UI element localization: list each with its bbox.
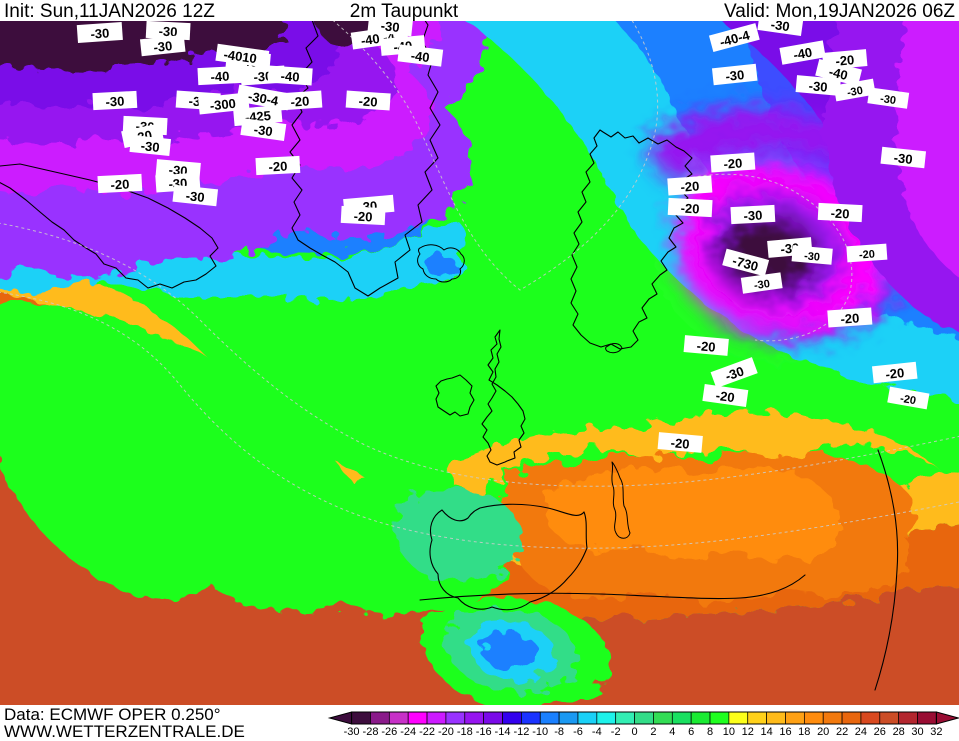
svg-text:-20: -20 [290, 93, 310, 109]
svg-text:-20: -20 [885, 365, 905, 382]
svg-text:-20: -20 [840, 310, 860, 326]
svg-text:26: 26 [874, 726, 886, 738]
svg-text:-16: -16 [476, 726, 492, 738]
svg-text:-2: -2 [611, 726, 621, 738]
svg-text:-20: -20 [715, 388, 736, 405]
svg-text:-40: -40 [210, 69, 230, 85]
svg-text:16: 16 [779, 726, 791, 738]
svg-text:-40: -40 [280, 68, 300, 84]
svg-text:-10: -10 [532, 726, 548, 738]
svg-text:Init: Sun,11JAN2026 12Z: Init: Sun,11JAN2026 12Z [4, 1, 215, 22]
svg-text:30: 30 [911, 726, 923, 738]
svg-text:-30: -30 [743, 208, 763, 224]
svg-text:24: 24 [855, 726, 867, 738]
svg-text:20: 20 [817, 726, 829, 738]
svg-text:-28: -28 [363, 726, 379, 738]
svg-text:-30: -30 [808, 78, 828, 95]
svg-text:-20: -20 [268, 159, 288, 175]
svg-text:-6: -6 [573, 726, 583, 738]
svg-text:-30: -30 [90, 25, 110, 41]
svg-text:-20: -20 [680, 201, 700, 217]
svg-text:-20: -20 [438, 726, 454, 738]
svg-text:-18: -18 [457, 726, 473, 738]
svg-text:-20: -20 [680, 178, 700, 194]
svg-text:-30: -30 [804, 250, 821, 263]
svg-text:-24: -24 [400, 726, 416, 738]
svg-text:-30: -30 [105, 94, 125, 110]
svg-text:-20: -20 [859, 248, 876, 261]
svg-text:28: 28 [893, 726, 905, 738]
svg-text:-20: -20 [830, 206, 850, 222]
svg-text:-30: -30 [253, 122, 274, 139]
svg-text:-30: -30 [185, 188, 205, 205]
svg-text:4: 4 [669, 726, 675, 738]
svg-text:Valid: Mon,19JAN2026 06Z: Valid: Mon,19JAN2026 06Z [724, 1, 955, 22]
svg-text:-12: -12 [513, 726, 529, 738]
svg-text:-26: -26 [381, 726, 397, 738]
svg-text:-22: -22 [419, 726, 435, 738]
svg-text:-20: -20 [110, 177, 130, 193]
svg-text:2m Taupunkt: 2m Taupunkt [350, 1, 459, 22]
svg-text:-30: -30 [344, 726, 360, 738]
svg-text:10: 10 [723, 726, 735, 738]
svg-text:-30: -30 [725, 67, 745, 84]
svg-text:-20: -20 [723, 155, 743, 171]
svg-text:-30: -30 [140, 138, 160, 155]
svg-text:-30: -30 [153, 38, 173, 55]
svg-text:6: 6 [688, 726, 694, 738]
svg-text:-20: -20 [835, 52, 855, 69]
svg-text:-8: -8 [554, 726, 564, 738]
svg-text:-20: -20 [353, 209, 373, 225]
svg-text:-20: -20 [358, 93, 378, 109]
svg-text:-30: -30 [879, 93, 896, 107]
svg-text:WWW.WETTERZENTRALE.DE: WWW.WETTERZENTRALE.DE [4, 722, 245, 741]
svg-text:32: 32 [930, 726, 942, 738]
svg-text:8: 8 [707, 726, 713, 738]
svg-text:12: 12 [742, 726, 754, 738]
svg-text:-20: -20 [670, 435, 690, 452]
svg-text:-40: -40 [410, 48, 430, 65]
svg-text:14: 14 [760, 726, 772, 738]
svg-text:-4: -4 [592, 726, 602, 738]
svg-text:22: 22 [836, 726, 848, 738]
svg-text:0: 0 [632, 726, 638, 738]
svg-text:18: 18 [798, 726, 810, 738]
svg-text:-300: -300 [209, 96, 236, 114]
svg-text:-30: -30 [753, 278, 770, 292]
svg-text:-14: -14 [495, 726, 511, 738]
svg-text:-30: -30 [893, 150, 913, 167]
svg-text:-20: -20 [696, 338, 716, 355]
svg-text:2: 2 [650, 726, 656, 738]
